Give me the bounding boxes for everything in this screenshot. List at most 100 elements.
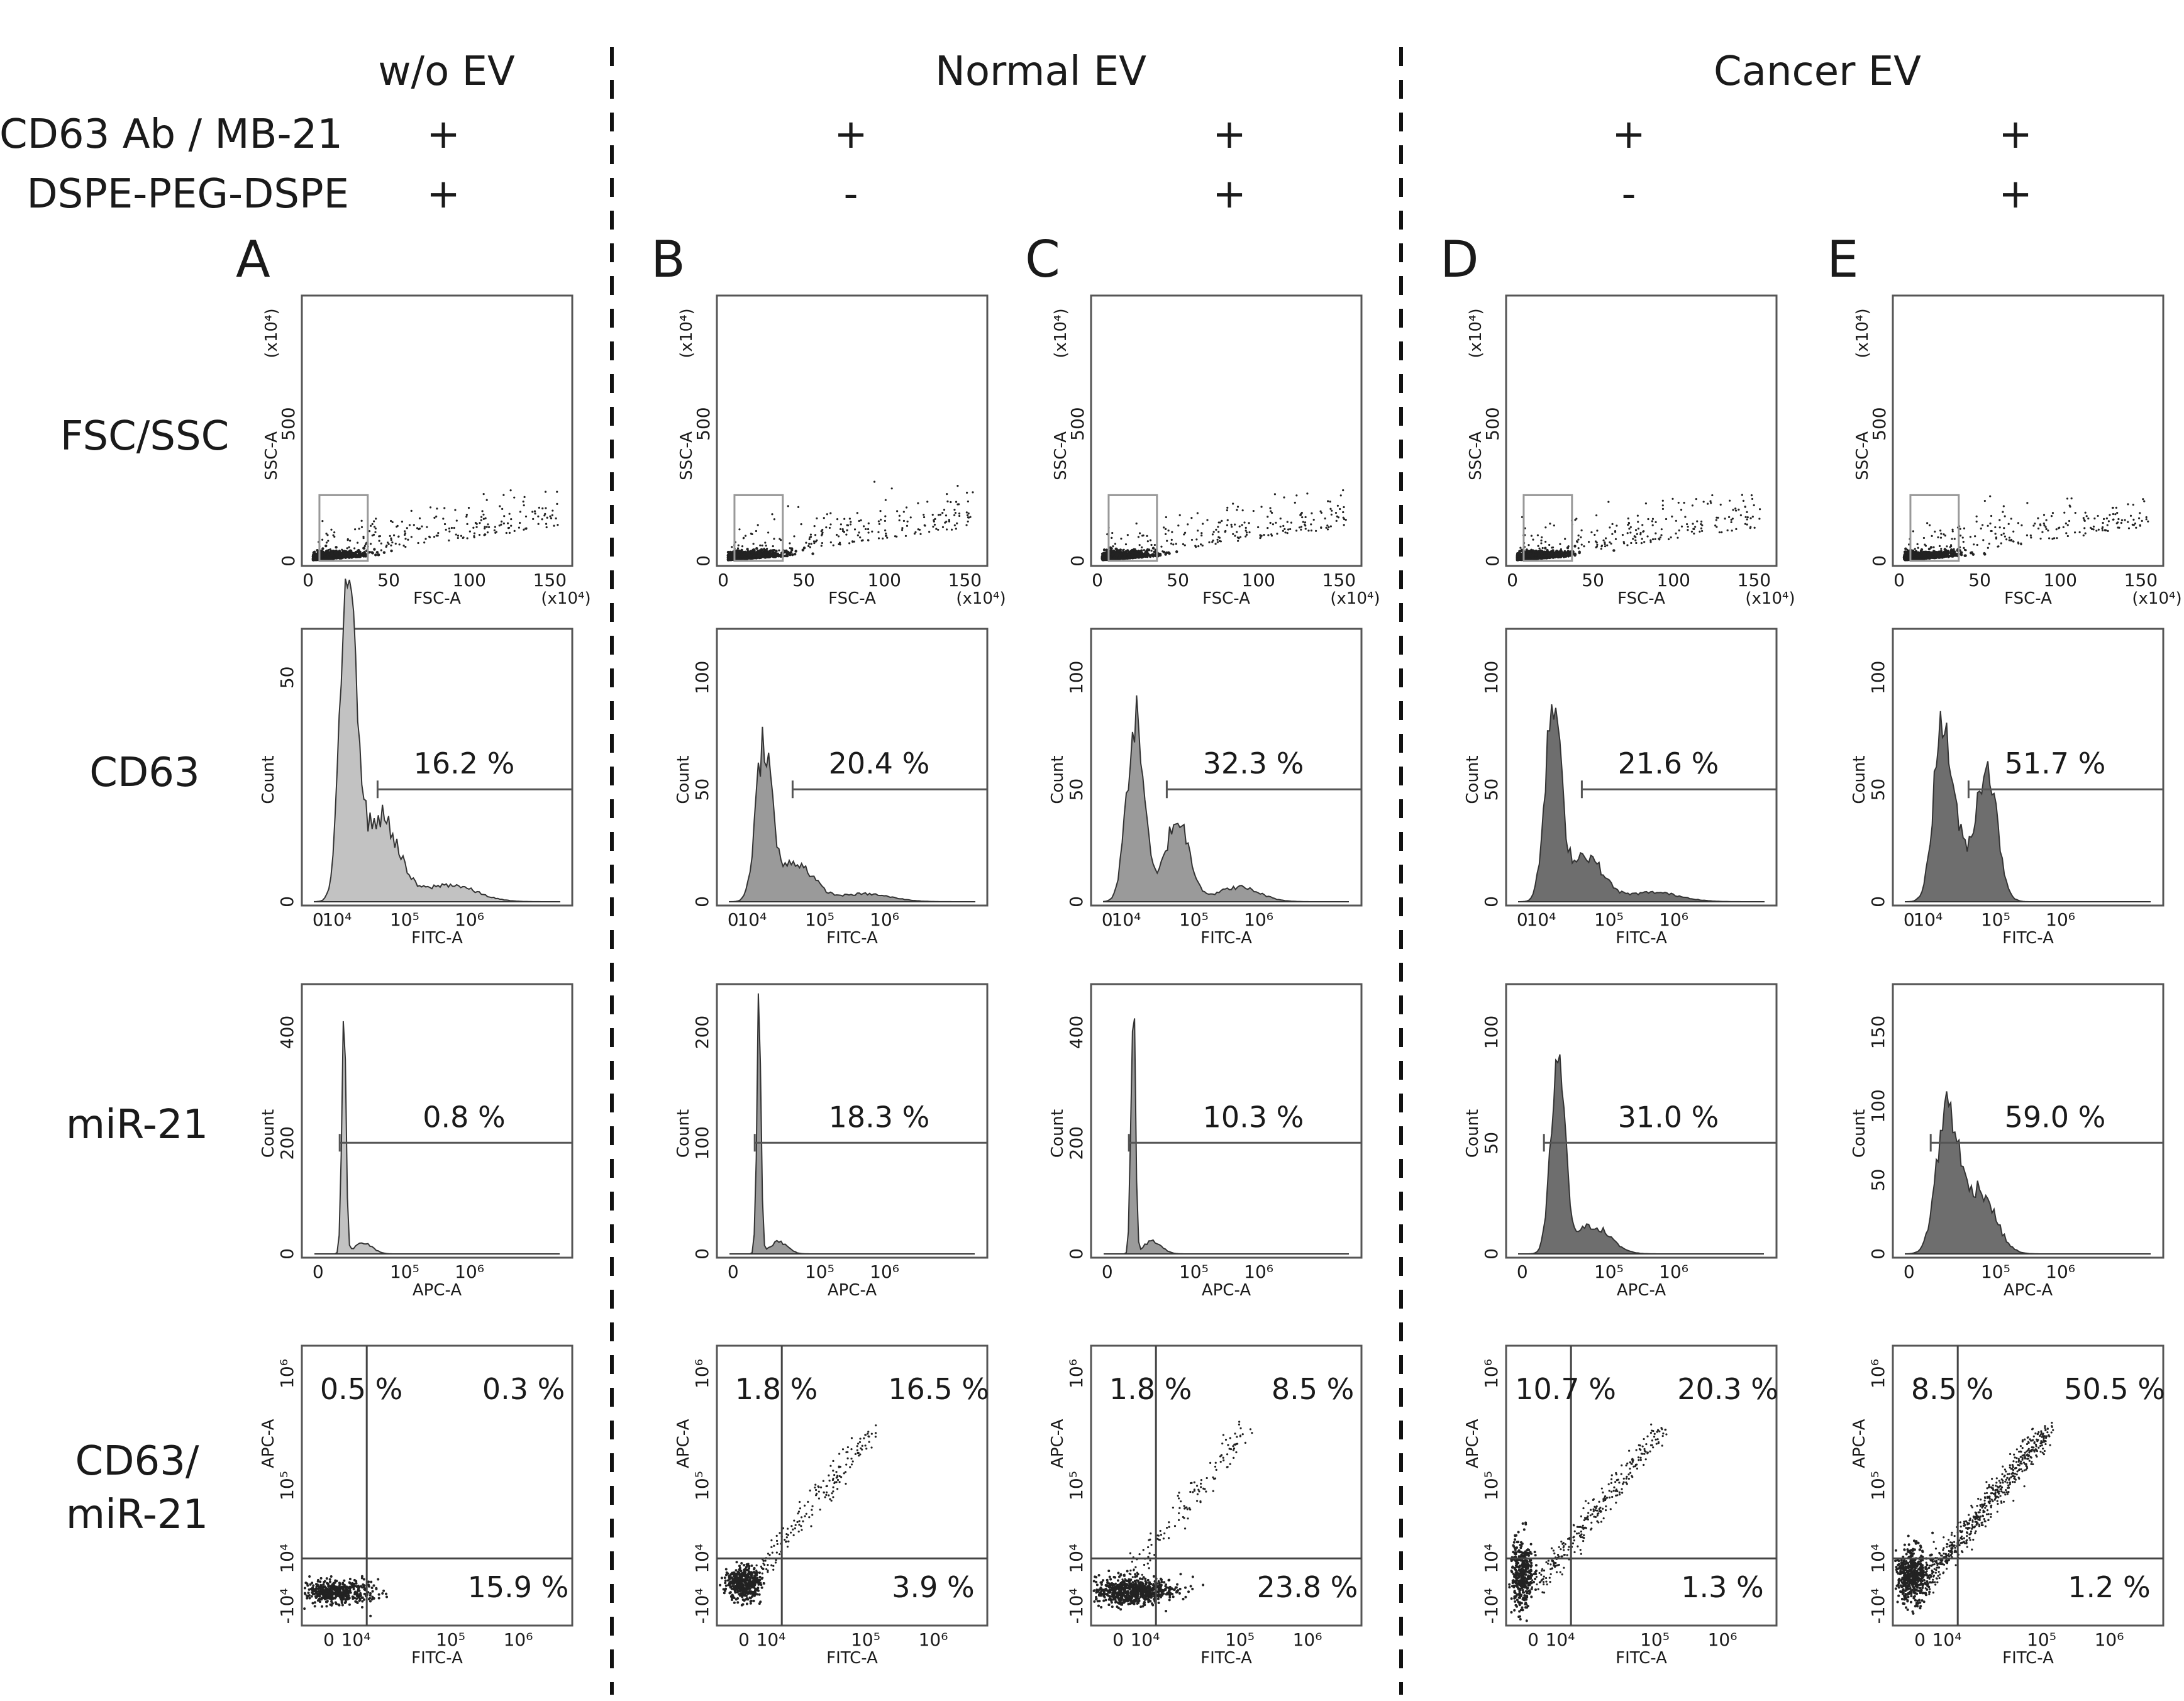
data-point xyxy=(1337,516,1340,519)
data-point xyxy=(738,528,741,531)
data-point xyxy=(840,523,842,526)
data-point xyxy=(1111,536,1113,539)
data-point xyxy=(1151,553,1155,557)
data-point xyxy=(534,513,536,515)
data-point xyxy=(428,535,431,538)
data-point xyxy=(375,551,379,554)
data-point xyxy=(485,526,488,528)
data-point xyxy=(867,539,870,541)
panel-letter-e: E xyxy=(1827,230,1859,289)
group-header-normal-ev: Normal EV xyxy=(935,48,1146,95)
data-point xyxy=(360,519,363,522)
data-point xyxy=(480,516,483,518)
data-point xyxy=(1294,501,1296,504)
data-point xyxy=(523,504,525,507)
data-point xyxy=(346,547,348,550)
data-point xyxy=(522,501,524,503)
data-point xyxy=(1637,528,1640,530)
data-point xyxy=(1283,528,1286,531)
data-point xyxy=(953,524,956,526)
data-point xyxy=(450,526,453,529)
data-point xyxy=(1516,555,1519,558)
data-point xyxy=(541,507,544,510)
data-point xyxy=(1329,507,1332,510)
data-point xyxy=(867,522,870,524)
data-point xyxy=(1286,521,1289,523)
x-axis-label: FSC-A xyxy=(828,589,876,608)
data-point xyxy=(1565,554,1569,557)
data-point xyxy=(1744,523,1747,525)
data-point xyxy=(946,493,948,496)
data-point xyxy=(877,537,880,540)
data-point xyxy=(391,521,394,524)
data-point xyxy=(1279,518,1282,520)
data-point xyxy=(1758,518,1761,520)
data-point xyxy=(493,529,496,531)
data-point xyxy=(418,528,420,531)
data-point xyxy=(1197,529,1199,532)
data-point xyxy=(740,554,743,557)
data-point xyxy=(378,540,380,542)
data-point xyxy=(433,536,436,538)
data-point xyxy=(1241,524,1243,526)
data-point xyxy=(403,533,406,536)
condition-label-dspe: DSPE-PEG-DSPE xyxy=(26,171,349,218)
data-point xyxy=(800,523,802,526)
data-point xyxy=(1146,550,1149,552)
data-point xyxy=(1163,526,1165,529)
data-point xyxy=(939,513,942,516)
data-point xyxy=(1536,534,1539,536)
data-point xyxy=(755,554,758,557)
data-point xyxy=(1729,499,1731,502)
data-point xyxy=(1114,543,1117,545)
row-label-cd63: CD63 xyxy=(89,750,199,796)
data-point xyxy=(1633,535,1636,538)
data-point xyxy=(1519,546,1522,549)
data-point xyxy=(1564,538,1566,540)
data-point xyxy=(1267,534,1270,536)
data-point xyxy=(1551,549,1555,552)
data-point xyxy=(832,544,834,546)
x-axis-multiplier: (x10⁴) xyxy=(956,589,1006,608)
data-point xyxy=(1241,509,1244,512)
data-point xyxy=(793,553,797,556)
data-point xyxy=(814,534,817,536)
data-point xyxy=(1133,551,1136,555)
x-tick-label: 0 xyxy=(1092,570,1103,590)
y-axis-label: SSC-A xyxy=(677,431,696,480)
data-point xyxy=(1690,530,1693,533)
data-point xyxy=(1199,543,1202,546)
data-point xyxy=(544,490,547,493)
y-axis-multiplier: (x10⁴) xyxy=(262,308,281,358)
data-point xyxy=(766,553,770,557)
data-point xyxy=(813,525,816,528)
data-point xyxy=(1600,545,1603,548)
data-point xyxy=(426,526,428,528)
data-point xyxy=(502,522,505,524)
data-point xyxy=(1140,551,1144,555)
data-point xyxy=(1641,524,1644,526)
data-point xyxy=(1660,534,1663,536)
data-point xyxy=(410,509,413,512)
data-point xyxy=(374,527,377,530)
data-point xyxy=(882,537,884,540)
data-point xyxy=(331,552,334,555)
data-point xyxy=(321,520,324,523)
data-point xyxy=(1326,528,1329,531)
data-point xyxy=(468,530,471,533)
data-point xyxy=(1312,518,1315,521)
data-point xyxy=(867,528,870,531)
data-point xyxy=(326,555,328,558)
data-point xyxy=(1183,533,1185,536)
x-tick-label: 50 xyxy=(1582,570,1604,590)
data-point xyxy=(1217,526,1219,528)
data-point xyxy=(1232,502,1234,505)
data-point xyxy=(945,514,948,517)
data-point xyxy=(1260,506,1263,508)
data-point xyxy=(1128,555,1131,559)
data-point xyxy=(390,519,392,523)
data-point xyxy=(1112,545,1114,548)
data-point xyxy=(1611,523,1614,526)
data-point xyxy=(923,513,925,516)
